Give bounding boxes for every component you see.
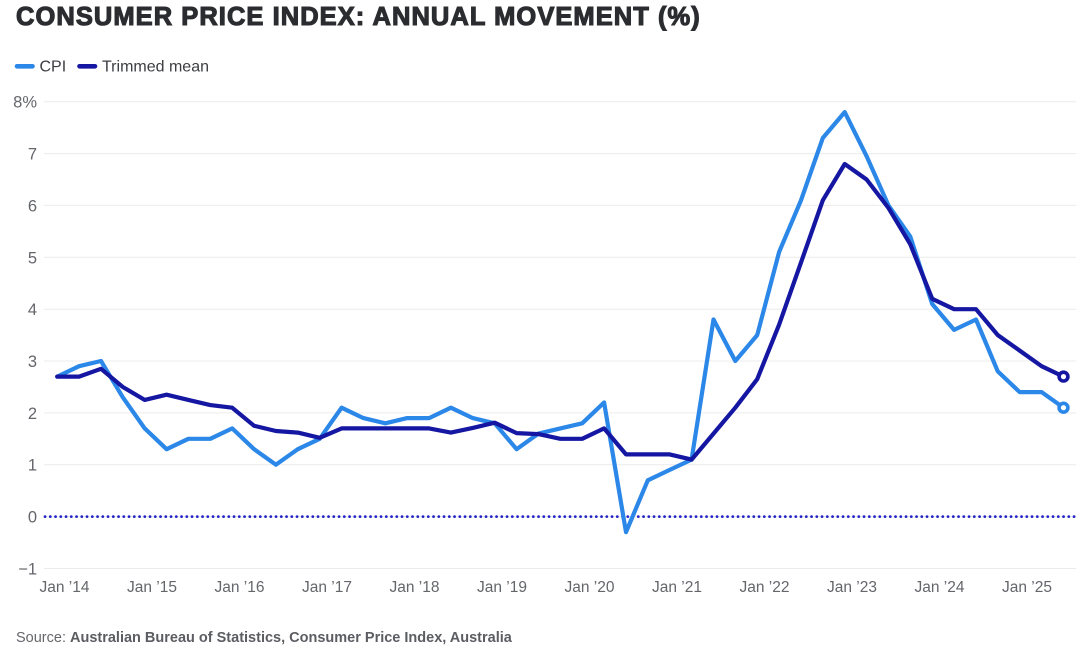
svg-text:CONSUMER PRICE INDEX: ANNUAL M: CONSUMER PRICE INDEX: ANNUAL MOVEMENT (%… — [16, 3, 701, 31]
svg-text:Jan ’24: Jan ’24 — [915, 579, 965, 596]
svg-text:Source: Australian Bureau of S: Source: Australian Bureau of Statistics,… — [16, 630, 513, 646]
svg-text:7: 7 — [28, 146, 37, 164]
svg-text:Jan ’15: Jan ’15 — [127, 579, 177, 596]
svg-text:Jan ’21: Jan ’21 — [652, 579, 702, 596]
svg-text:6: 6 — [28, 197, 37, 215]
svg-text:5: 5 — [28, 249, 37, 267]
svg-text:Jan ’16: Jan ’16 — [215, 579, 265, 596]
svg-text:4: 4 — [28, 301, 37, 319]
svg-text:8%: 8% — [13, 94, 37, 112]
svg-text:0: 0 — [28, 509, 37, 527]
svg-text:Jan ’14: Jan ’14 — [40, 579, 90, 596]
svg-text:Jan ’19: Jan ’19 — [477, 579, 527, 596]
svg-text:Jan ’20: Jan ’20 — [565, 579, 615, 596]
svg-text:−1: −1 — [18, 561, 37, 579]
svg-text:Jan ’18: Jan ’18 — [390, 579, 440, 596]
svg-text:Jan ’25: Jan ’25 — [1002, 579, 1052, 596]
svg-text:3: 3 — [28, 353, 37, 371]
svg-text:Trimmed mean: Trimmed mean — [102, 59, 209, 76]
svg-text:Jan ’22: Jan ’22 — [740, 579, 790, 596]
svg-text:CPI: CPI — [40, 59, 67, 76]
svg-text:2: 2 — [28, 405, 37, 423]
svg-text:1: 1 — [28, 457, 37, 475]
svg-text:Jan ’17: Jan ’17 — [302, 579, 352, 596]
svg-text:Jan ’23: Jan ’23 — [827, 579, 877, 596]
